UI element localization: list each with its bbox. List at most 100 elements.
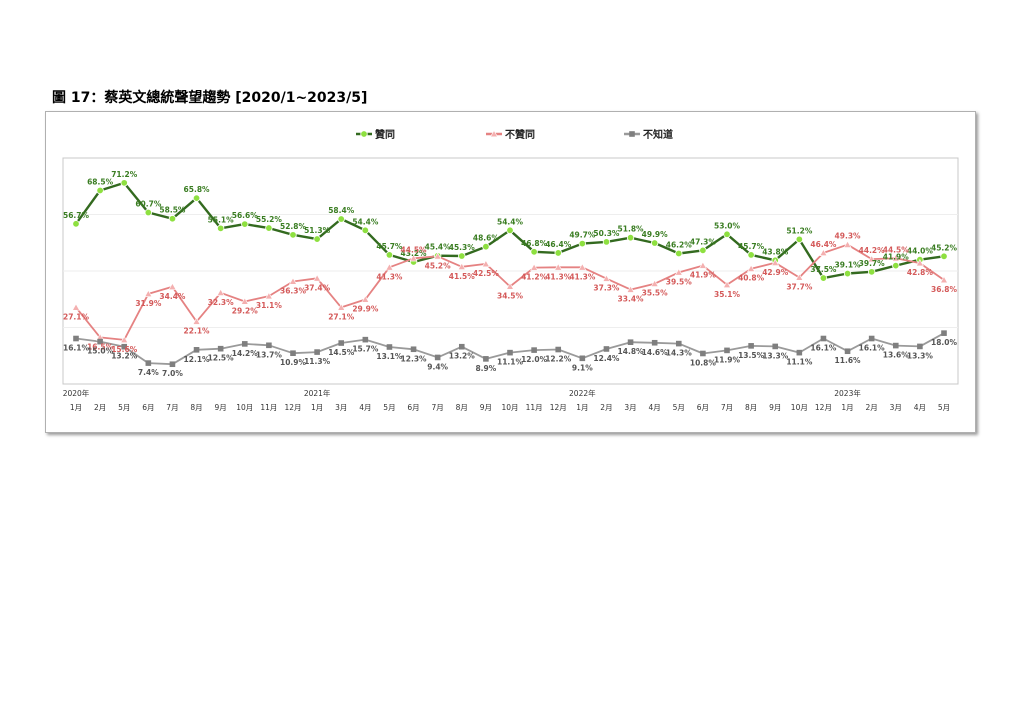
x-tick-label: 4月 [914, 403, 926, 412]
x-tick-label: 2月 [94, 403, 106, 412]
marker-point [97, 338, 103, 345]
data-label: 13.1% [376, 352, 403, 361]
data-label: 41.3% [569, 272, 596, 281]
x-tick-label: 5月 [938, 403, 950, 412]
data-label: 32.3% [208, 298, 235, 307]
marker-point [843, 240, 852, 248]
legend: 贊同 不贊同 不知道 [356, 128, 673, 141]
data-label: 13.3% [907, 351, 934, 360]
data-label: 36.3% [280, 286, 307, 295]
data-label: 10.8% [690, 358, 717, 367]
marker-point [265, 224, 273, 232]
marker-point [505, 282, 515, 290]
data-label: 13.5% [738, 351, 765, 360]
marker-point [626, 233, 635, 242]
data-label: 49.7% [569, 231, 596, 240]
data-label: 51.2% [786, 226, 813, 235]
data-label: 15.7% [352, 345, 379, 354]
x-tick-label: 9月 [769, 403, 781, 412]
data-label: 36.8% [931, 285, 958, 294]
x-tick-label: 12月 [284, 403, 301, 412]
data-label: 35.5% [642, 289, 669, 298]
data-label: 11.1% [497, 358, 524, 367]
legend-label: 不知道 [643, 128, 673, 141]
data-label: 15.0% [87, 347, 114, 356]
data-label: 46.2% [666, 240, 693, 249]
x-tick-label: 7月 [721, 403, 733, 412]
data-label: 13.2% [111, 352, 138, 361]
x-tick-label: 8月 [745, 403, 757, 412]
data-label: 50.3% [593, 229, 620, 238]
marker-point [144, 289, 153, 297]
data-label: 12.2% [545, 355, 572, 364]
data-label: 18.0% [931, 338, 958, 347]
marker-point [530, 248, 538, 256]
data-label: 45.7% [738, 242, 765, 251]
legend-label: 贊同 [375, 128, 395, 141]
data-label: 58.4% [328, 206, 355, 215]
data-label: 14.3% [666, 349, 693, 358]
marker-point [939, 275, 949, 284]
marker-point [554, 263, 563, 271]
x-year-label: 2021年 [304, 388, 331, 398]
legend-label: 不贊同 [505, 128, 535, 141]
data-label: 39.1% [835, 261, 862, 270]
data-label: 56.6% [232, 211, 259, 220]
marker-point [554, 249, 562, 257]
marker-point [602, 238, 611, 246]
marker-point [723, 230, 731, 238]
x-tick-label: 1月 [70, 403, 82, 412]
data-label: 14.8% [618, 347, 645, 356]
x-tick-label: 6月 [407, 403, 419, 412]
data-label: 37.5% [810, 265, 837, 274]
data-label: 54.4% [497, 217, 524, 226]
x-tick-label: 5月 [673, 403, 685, 412]
data-label: 16.1% [859, 344, 886, 353]
marker-point [409, 254, 418, 262]
data-label: 43.2% [401, 249, 428, 258]
data-label: 13.7% [256, 350, 283, 359]
marker-point [844, 348, 851, 355]
x-tick-label: 8月 [456, 403, 468, 412]
x-tick-label: 10月 [501, 403, 518, 412]
marker-point [264, 292, 273, 300]
data-label: 10.9% [280, 358, 307, 367]
data-label: 44.5% [883, 245, 910, 254]
x-tick-label: 1月 [841, 403, 853, 412]
marker-point [578, 239, 587, 248]
data-label: 11.1% [786, 358, 813, 367]
x-tick-label: 7月 [166, 403, 178, 412]
marker-point [433, 252, 442, 260]
data-label: 60.7% [135, 200, 162, 209]
x-year-label: 2020年 [63, 388, 90, 398]
data-label: 51.3% [304, 226, 331, 235]
data-label: 39.5% [666, 277, 693, 286]
marker-point [362, 336, 369, 343]
data-label: 46.4% [545, 240, 572, 249]
marker-point [241, 220, 249, 228]
data-label: 39.7% [859, 259, 886, 268]
x-tick-label: 12月 [815, 403, 832, 412]
marker-point [891, 254, 900, 262]
marker-point [482, 243, 490, 251]
marker-point [338, 340, 345, 346]
marker-point [578, 263, 587, 271]
marker-point [385, 263, 394, 271]
data-label: 22.1% [184, 327, 211, 336]
marker-point [626, 285, 635, 293]
data-label: 65.8% [184, 185, 211, 194]
data-label: 12.5% [208, 354, 235, 363]
marker-point [216, 224, 225, 233]
data-label: 42.5% [473, 269, 500, 278]
data-label: 37.4% [304, 283, 331, 292]
x-tick-label: 5月 [383, 403, 395, 412]
data-label: 27.1% [63, 312, 90, 321]
marker-point [867, 255, 876, 263]
data-label: 45.3% [449, 243, 476, 252]
data-label: 13.6% [883, 351, 910, 360]
data-label: 55.1% [208, 215, 235, 224]
marker-point [700, 350, 706, 357]
data-label: 12.4% [593, 354, 620, 363]
marker-point [168, 215, 177, 223]
data-label: 14.5% [328, 348, 355, 357]
